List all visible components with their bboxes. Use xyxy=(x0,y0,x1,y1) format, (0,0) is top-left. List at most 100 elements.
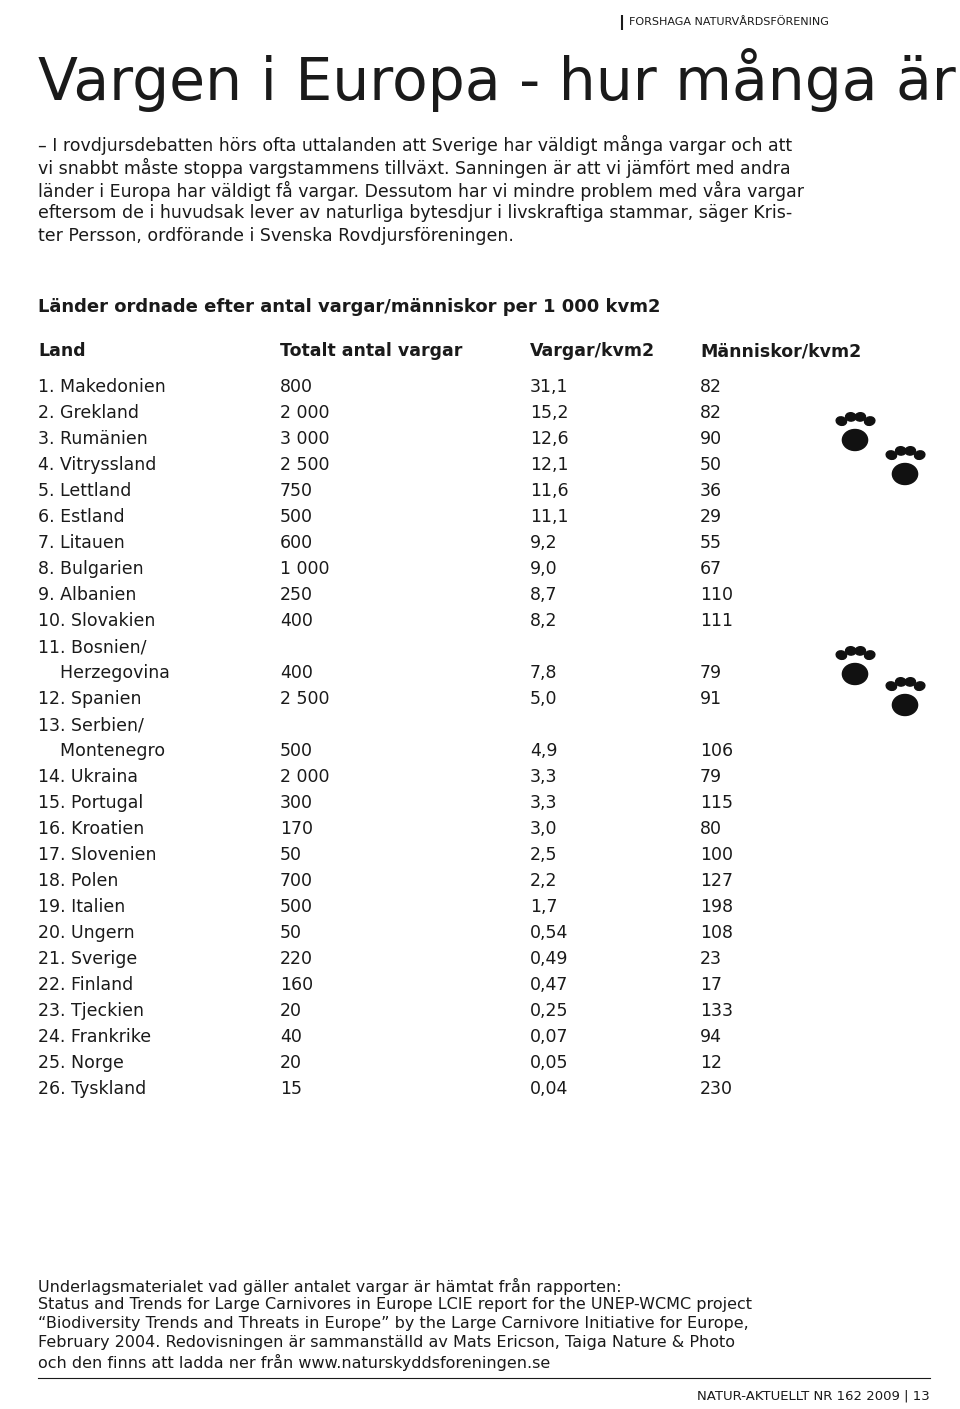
Text: 55: 55 xyxy=(700,534,722,552)
Text: 50: 50 xyxy=(280,924,302,943)
Text: FORSHAGA NATURVÅRDSFÖRENING: FORSHAGA NATURVÅRDSFÖRENING xyxy=(629,17,828,27)
Text: 80: 80 xyxy=(700,820,722,838)
Text: 5,0: 5,0 xyxy=(530,690,558,707)
Text: 17: 17 xyxy=(700,976,722,993)
Text: 25. Norge: 25. Norge xyxy=(38,1054,124,1072)
Text: 8. Bulgarien: 8. Bulgarien xyxy=(38,559,144,578)
Text: 29: 29 xyxy=(700,509,722,526)
Text: 20: 20 xyxy=(280,1054,302,1072)
Text: 111: 111 xyxy=(700,612,733,630)
Text: 500: 500 xyxy=(280,509,313,526)
Text: 400: 400 xyxy=(280,664,313,682)
Text: 1 000: 1 000 xyxy=(280,559,329,578)
Text: 82: 82 xyxy=(700,404,722,423)
Text: 2,5: 2,5 xyxy=(530,845,558,864)
Text: 0,07: 0,07 xyxy=(530,1029,568,1045)
Text: 24. Frankrike: 24. Frankrike xyxy=(38,1029,151,1045)
Text: 230: 230 xyxy=(700,1081,733,1098)
Text: 23. Tjeckien: 23. Tjeckien xyxy=(38,1002,144,1020)
Text: 94: 94 xyxy=(700,1029,722,1045)
Ellipse shape xyxy=(865,417,875,426)
Text: Länder ordnade efter antal vargar/människor per 1 000 kvm2: Länder ordnade efter antal vargar/männis… xyxy=(38,297,660,316)
Text: 700: 700 xyxy=(280,872,313,890)
Text: 40: 40 xyxy=(280,1029,301,1045)
Text: 7,8: 7,8 xyxy=(530,664,558,682)
Text: 4. Vitryssland: 4. Vitryssland xyxy=(38,457,156,473)
Text: 2 500: 2 500 xyxy=(280,457,329,473)
Text: 16. Kroatien: 16. Kroatien xyxy=(38,820,144,838)
Text: 12. Spanien: 12. Spanien xyxy=(38,690,141,707)
Text: 127: 127 xyxy=(700,872,733,890)
Text: länder i Europa har väldigt få vargar. Dessutom har vi mindre problem med våra v: länder i Europa har väldigt få vargar. D… xyxy=(38,180,804,201)
Text: 2 500: 2 500 xyxy=(280,690,329,707)
Text: 2 000: 2 000 xyxy=(280,404,329,423)
Text: 160: 160 xyxy=(280,976,313,993)
Text: 8,2: 8,2 xyxy=(530,612,558,630)
Text: 79: 79 xyxy=(700,768,722,786)
Ellipse shape xyxy=(905,678,916,686)
Text: Människor/kvm2: Människor/kvm2 xyxy=(700,342,861,361)
Text: 21. Sverige: 21. Sverige xyxy=(38,950,137,968)
Text: 23: 23 xyxy=(700,950,722,968)
Ellipse shape xyxy=(843,430,868,451)
Text: 9. Albanien: 9. Albanien xyxy=(38,586,136,604)
Text: 100: 100 xyxy=(700,845,733,864)
Text: 3,0: 3,0 xyxy=(530,820,558,838)
Text: 250: 250 xyxy=(280,586,313,604)
Text: 0,04: 0,04 xyxy=(530,1081,568,1098)
Ellipse shape xyxy=(836,417,847,426)
Text: 9,0: 9,0 xyxy=(530,559,558,578)
Ellipse shape xyxy=(855,413,866,421)
Text: 3. Rumänien: 3. Rumänien xyxy=(38,430,148,448)
Ellipse shape xyxy=(915,682,924,690)
Text: 22. Finland: 22. Finland xyxy=(38,976,133,993)
Text: 82: 82 xyxy=(700,378,722,396)
Text: 0,54: 0,54 xyxy=(530,924,568,943)
Text: 5. Lettland: 5. Lettland xyxy=(38,482,132,500)
Text: 50: 50 xyxy=(700,457,722,473)
Text: 90: 90 xyxy=(700,430,722,448)
Text: 15,2: 15,2 xyxy=(530,404,568,423)
Text: 9,2: 9,2 xyxy=(530,534,558,552)
Ellipse shape xyxy=(905,447,916,455)
Text: – I rovdjursdebatten hörs ofta uttalanden att Sverige har väldigt många vargar o: – I rovdjursdebatten hörs ofta uttalande… xyxy=(38,135,792,155)
Text: 91: 91 xyxy=(700,690,722,707)
Text: 133: 133 xyxy=(700,1002,733,1020)
Ellipse shape xyxy=(836,651,847,659)
Text: 500: 500 xyxy=(280,898,313,916)
Text: 50: 50 xyxy=(280,845,302,864)
Text: NATUR-AKTUELLT NR 162 2009 | 13: NATUR-AKTUELLT NR 162 2009 | 13 xyxy=(697,1391,930,1403)
Text: eftersom de i huvudsak lever av naturliga bytesdjur i livskraftiga stammar, säge: eftersom de i huvudsak lever av naturlig… xyxy=(38,204,792,223)
Text: 19. Italien: 19. Italien xyxy=(38,898,125,916)
Text: Herzegovina: Herzegovina xyxy=(38,664,170,682)
Ellipse shape xyxy=(846,413,856,421)
Ellipse shape xyxy=(865,651,875,659)
Text: 20: 20 xyxy=(280,1002,302,1020)
Text: 600: 600 xyxy=(280,534,313,552)
Ellipse shape xyxy=(886,682,897,690)
Text: 220: 220 xyxy=(280,950,313,968)
Text: 2,2: 2,2 xyxy=(530,872,558,890)
Text: 2. Grekland: 2. Grekland xyxy=(38,404,139,423)
Text: 18. Polen: 18. Polen xyxy=(38,872,118,890)
Text: 14. Ukraina: 14. Ukraina xyxy=(38,768,138,786)
Text: 6. Estland: 6. Estland xyxy=(38,509,125,526)
Text: Totalt antal vargar: Totalt antal vargar xyxy=(280,342,463,361)
Text: 26. Tyskland: 26. Tyskland xyxy=(38,1081,146,1098)
Ellipse shape xyxy=(886,451,897,459)
Text: 15: 15 xyxy=(280,1081,302,1098)
Text: 10. Slovakien: 10. Slovakien xyxy=(38,612,156,630)
Text: 0,05: 0,05 xyxy=(530,1054,568,1072)
Ellipse shape xyxy=(915,451,924,459)
Text: 67: 67 xyxy=(700,559,722,578)
Text: 106: 106 xyxy=(700,743,733,759)
Text: 0,47: 0,47 xyxy=(530,976,568,993)
Text: 4,9: 4,9 xyxy=(530,743,558,759)
Text: 11,1: 11,1 xyxy=(530,509,568,526)
Text: och den finns att ladda ner från www.naturskyddsforeningen.se: och den finns att ladda ner från www.nat… xyxy=(38,1354,550,1371)
Text: 11. Bosnien/: 11. Bosnien/ xyxy=(38,638,147,657)
Text: 0,25: 0,25 xyxy=(530,1002,568,1020)
Text: Vargar/kvm2: Vargar/kvm2 xyxy=(530,342,655,361)
Text: 13. Serbien/: 13. Serbien/ xyxy=(38,716,144,734)
Text: 17. Slovenien: 17. Slovenien xyxy=(38,845,156,864)
